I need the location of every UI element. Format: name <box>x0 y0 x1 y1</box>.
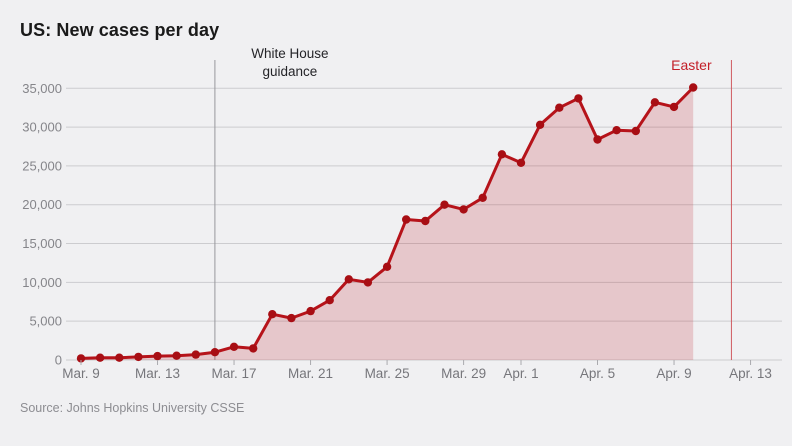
data-point-dot <box>440 200 449 209</box>
data-point-dot <box>631 126 640 136</box>
x-axis-tick-label: Mar. 17 <box>212 366 257 381</box>
data-point-dot <box>249 344 258 353</box>
data-point-dot <box>268 310 277 319</box>
x-axis-tick-label: Mar. 9 <box>62 366 100 381</box>
data-point-dot <box>115 353 124 362</box>
x-axis-tick-label: Apr. 5 <box>580 366 615 381</box>
data-point-dot <box>612 126 621 135</box>
y-axis-tick-label: 25,000 <box>22 158 62 173</box>
y-axis-tick-label: 5,000 <box>29 314 62 329</box>
data-point-dot <box>516 158 526 167</box>
chart-source-credit: Source: Johns Hopkins University CSSE <box>20 401 245 415</box>
x-axis-tick-label: Mar. 25 <box>365 366 410 381</box>
data-point-dot <box>382 262 392 271</box>
data-point-dot <box>459 205 468 214</box>
data-point-dot <box>229 342 239 351</box>
data-point-dot <box>344 275 353 284</box>
data-point-dot <box>191 350 200 359</box>
data-point-dot <box>153 351 162 361</box>
data-point-dot <box>287 313 296 323</box>
data-point-dot <box>574 94 583 103</box>
data-point-dot <box>669 102 679 112</box>
data-point-dot <box>325 296 334 305</box>
data-point-dot <box>76 354 86 363</box>
data-point-dot <box>689 83 698 92</box>
data-point-dot <box>134 352 143 362</box>
data-point-dot <box>535 120 545 129</box>
data-point-dot <box>306 306 315 316</box>
data-point-dot <box>402 215 411 224</box>
y-axis-tick-label: 15,000 <box>22 236 62 251</box>
x-axis-tick-label: Apr. 1 <box>503 366 538 381</box>
data-point-dot <box>555 103 564 112</box>
y-axis-tick-label: 20,000 <box>22 197 62 212</box>
y-axis-tick-label: 0 <box>55 353 62 368</box>
x-axis-tick-label: Mar. 21 <box>288 366 333 381</box>
white-house-guidance-label: White House <box>251 46 328 61</box>
y-axis-tick-label: 10,000 <box>22 275 62 290</box>
y-axis-tick-label: 30,000 <box>22 120 62 135</box>
y-axis-tick-label: 35,000 <box>22 81 62 96</box>
data-point-dot <box>478 193 487 202</box>
x-axis-tick-label: Apr. 9 <box>656 366 691 381</box>
series-area-fill <box>81 87 694 360</box>
data-point-dot <box>650 98 660 107</box>
x-axis-tick-label: Mar. 13 <box>135 366 180 381</box>
data-point-dot <box>421 216 430 226</box>
chart-title: US: New cases per day <box>20 20 220 40</box>
x-axis-tick-label: Mar. 29 <box>441 366 486 381</box>
data-point-dot <box>172 351 181 360</box>
data-point-dot <box>210 348 220 357</box>
data-point-dot <box>497 150 507 159</box>
x-axis-tick-label: Apr. 13 <box>729 366 772 381</box>
data-point-dot <box>593 135 602 144</box>
data-point-dot <box>363 278 373 287</box>
data-point-dot <box>95 353 105 362</box>
white-house-guidance-label: guidance <box>263 64 318 79</box>
easter-label: Easter <box>671 57 712 73</box>
